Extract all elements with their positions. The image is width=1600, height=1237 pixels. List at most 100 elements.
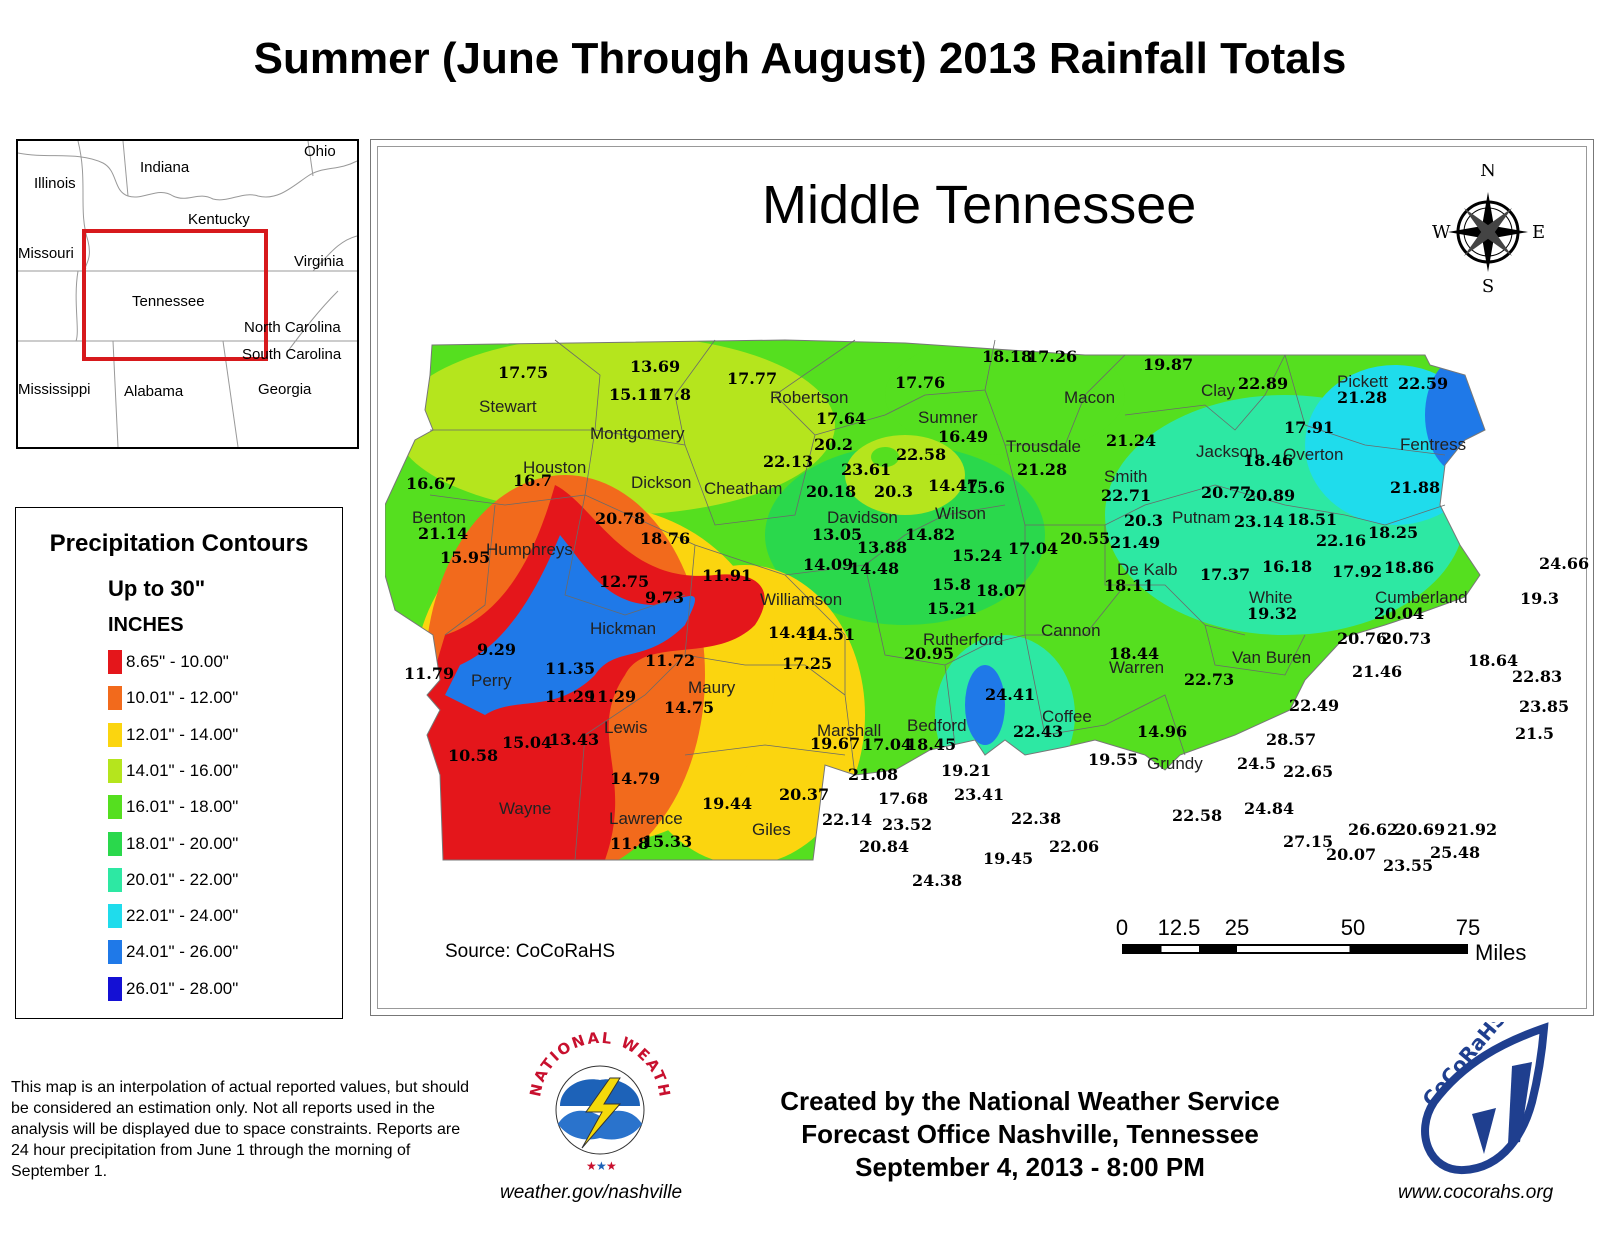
rainfall-value: 11.91 xyxy=(702,566,753,585)
rainfall-value: 17.04 xyxy=(862,735,913,754)
county-label: Lewis xyxy=(604,718,648,737)
rainfall-value: 20.3 xyxy=(1124,511,1163,530)
rainfall-value: 19.87 xyxy=(1143,355,1194,374)
rainfall-value: 11.35 xyxy=(545,659,596,678)
inset-label: Illinois xyxy=(34,175,76,192)
legend-label: 20.01" - 22.00" xyxy=(126,869,239,889)
rainfall-value: 14.47 xyxy=(928,476,979,495)
county-label: Grundy xyxy=(1147,754,1203,773)
rainfall-value: 21.08 xyxy=(848,765,899,784)
nws-logo: NATIONAL WEATHER SERVICE ★ ★ ★ xyxy=(520,1028,672,1177)
credit-block: Created by the National Weather Service … xyxy=(740,1085,1320,1184)
credit-line: Created by the National Weather Service xyxy=(780,1086,1280,1116)
inset-label: South Carolina xyxy=(242,346,342,363)
county-label: Montgomery xyxy=(590,424,685,443)
legend-swatch xyxy=(108,867,122,892)
legend-swatch xyxy=(108,795,122,820)
county-label: Macon xyxy=(1064,388,1116,407)
county-label: Hickman xyxy=(590,619,657,638)
rainfall-value: 16.7 xyxy=(513,471,552,490)
scale-bar: 0 12.5 25 50 75 xyxy=(1116,915,1480,965)
map-frame-border xyxy=(377,146,1587,1009)
county-label: Smith xyxy=(1104,467,1148,486)
legend-label: 18.01" - 20.00" xyxy=(126,833,239,853)
rainfall-value: 15.21 xyxy=(927,599,978,618)
rainfall-value: 14.09 xyxy=(803,555,854,574)
county-label: Warren xyxy=(1109,658,1165,677)
rainfall-value: 20.76 xyxy=(1337,629,1388,648)
rainfall-value: 22.73 xyxy=(1184,670,1235,689)
disclaimer-text: This map is an interpolation of actual r… xyxy=(11,1079,470,1180)
rainfall-value: 22.58 xyxy=(1172,806,1223,825)
inset-label: Georgia xyxy=(258,381,312,398)
rainfall-value: 20.84 xyxy=(859,837,910,856)
rainfall-value: 17.91 xyxy=(1284,418,1335,437)
legend-label: 22.01" - 24.00" xyxy=(126,906,239,926)
county-label: Jackson xyxy=(1196,442,1259,461)
rainfall-value: 20.78 xyxy=(595,509,646,528)
legend-subtitle: Up to 30" xyxy=(108,576,206,601)
inset-label: Tennessee xyxy=(132,293,205,310)
legend-label: 24.01" - 26.00" xyxy=(126,942,239,962)
rainfall-value: 20.55 xyxy=(1060,529,1111,548)
rainfall-value: 14.51 xyxy=(805,625,856,644)
rainfall-value: 17.25 xyxy=(782,654,833,673)
county-label: Sumner xyxy=(918,408,978,427)
credit-line: Forecast Office Nashville, Tennessee xyxy=(801,1119,1259,1149)
county-label: Dickson xyxy=(631,473,692,492)
nws-website-link[interactable]: weather.gov/nashville xyxy=(500,1182,683,1203)
rainfall-value: 18.45 xyxy=(906,735,957,754)
rainfall-value: 11.72 xyxy=(645,651,696,670)
county-label: Wayne xyxy=(499,799,552,818)
cocorahs-website-link[interactable]: www.cocorahs.org xyxy=(1398,1182,1554,1203)
legend-item: 18.01" - 20.00" xyxy=(108,828,238,860)
inset-locator-map: Ohio Indiana Illinois Kentucky Missouri … xyxy=(16,139,359,449)
rainfall-value: 16.18 xyxy=(1262,557,1313,576)
inset-label: North Carolina xyxy=(244,319,341,336)
rainfall-value: 22.65 xyxy=(1283,762,1334,781)
rainfall-value: 19.45 xyxy=(983,849,1034,868)
rainfall-value: 13.43 xyxy=(549,730,600,749)
county-label: Williamson xyxy=(760,590,843,609)
rainfall-value: 13.05 xyxy=(812,525,863,544)
rainfall-value: 23.41 xyxy=(954,785,1005,804)
rainfall-value: 22.71 xyxy=(1101,486,1152,505)
legend-swatch xyxy=(108,758,122,783)
rainfall-value: 18.46 xyxy=(1243,451,1294,470)
county-label: Cumberland xyxy=(1375,588,1468,607)
legend-item: 16.01" - 18.00" xyxy=(108,791,238,823)
rainfall-value: 15.24 xyxy=(952,546,1003,565)
county-label: Pickett xyxy=(1337,372,1389,391)
legend-item: 26.01" - 28.00" xyxy=(108,973,238,1005)
rainfall-value: 21.24 xyxy=(1106,431,1157,450)
rainfall-value: 17.68 xyxy=(878,789,929,808)
rainfall-value: 11.29 xyxy=(545,687,596,706)
legend-label: 8.65" - 10.00" xyxy=(126,652,229,671)
contour-band xyxy=(395,340,835,515)
rainfall-value: 14.96 xyxy=(1137,722,1188,741)
rainfall-value: 20.2 xyxy=(814,435,853,454)
rainfall-value: 15.11 xyxy=(609,385,660,404)
rainfall-value: 18.18 xyxy=(982,347,1033,366)
county-label: Van Buren xyxy=(1232,648,1312,667)
rainfall-value: 17.37 xyxy=(1200,565,1251,584)
rainfall-value: 20.77 xyxy=(1201,483,1252,502)
rainfall-value: 11.79 xyxy=(404,664,455,683)
county-label: Humphreys xyxy=(486,540,573,559)
inset-label: Kentucky xyxy=(188,211,250,228)
rainfall-value: 18.64 xyxy=(1468,651,1519,670)
legend-item: 8.65" - 10.00" xyxy=(108,646,229,678)
county-label: Rutherford xyxy=(923,630,1004,649)
rainfall-value: 17.75 xyxy=(498,363,549,382)
rainfall-value: 17.76 xyxy=(895,373,946,392)
legend-label: 26.01" - 28.00" xyxy=(126,978,239,998)
rainfall-value: 21.49 xyxy=(1110,533,1161,552)
rainfall-value: 15.33 xyxy=(642,832,693,851)
county-label: Coffee xyxy=(1042,707,1092,726)
compass-south-label: S xyxy=(1482,276,1494,294)
legend-label: 10.01" - 12.00" xyxy=(126,688,239,708)
compass-north-label: N xyxy=(1480,164,1496,181)
rainfall-value: 14.79 xyxy=(610,769,661,788)
inset-label: Virginia xyxy=(294,253,344,270)
legend-swatch xyxy=(108,650,122,674)
